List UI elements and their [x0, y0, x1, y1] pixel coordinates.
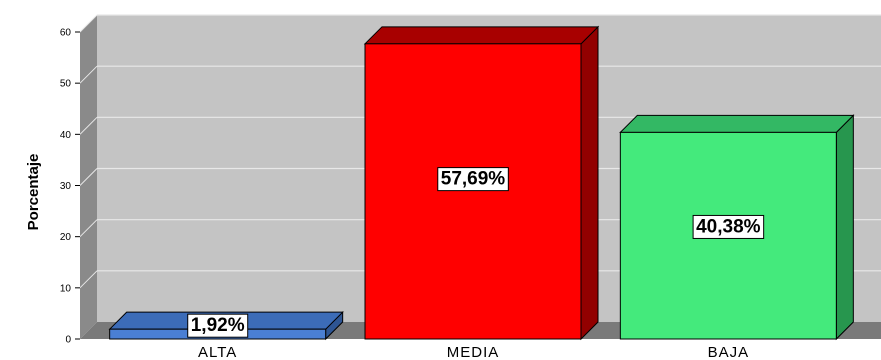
data-label: 40,38% [692, 214, 765, 239]
y-axis-label: Porcentaje [25, 154, 42, 231]
data-label-box [437, 167, 509, 192]
y-tick-label: 20 [60, 232, 72, 243]
gridline-side [79, 14, 98, 33]
data-label: 1,92% [187, 313, 249, 338]
data-label-box [692, 214, 765, 239]
bar-side [835, 114, 854, 341]
gridline-side [79, 270, 98, 289]
bar-top [363, 26, 600, 45]
gridline-side [79, 65, 98, 84]
category-label: ALTA [198, 344, 237, 360]
y-tick-label: 0 [65, 335, 71, 346]
data-labels: 1,92% 57,69% 40,38% [187, 167, 765, 338]
y-tick-label: 40 [60, 130, 72, 141]
bar-media [363, 25, 600, 341]
y-axis-ticks: 0 10 20 30 40 50 60 [60, 28, 80, 346]
bar-front [364, 43, 582, 340]
category-labels: ALTA MEDIA BAJA [198, 344, 750, 360]
data-label-box [187, 313, 249, 338]
y-tick-label: 50 [60, 79, 72, 90]
data-label-text: 1,92% [191, 315, 245, 336]
gridline-side [79, 219, 98, 238]
bar-side [580, 25, 599, 341]
y-tick-label: 60 [60, 28, 72, 39]
category-label: BAJA [708, 344, 750, 360]
bar-top [619, 114, 855, 133]
data-label-text: 40,38% [696, 216, 761, 237]
gridline-side [79, 168, 98, 186]
data-label: 57,69% [437, 167, 509, 192]
data-label-text: 57,69% [441, 169, 506, 190]
y-tick-label: 10 [60, 283, 72, 294]
gridline-side [79, 116, 98, 135]
y-tick-label: 30 [60, 181, 72, 192]
category-label: MEDIA [447, 344, 500, 360]
